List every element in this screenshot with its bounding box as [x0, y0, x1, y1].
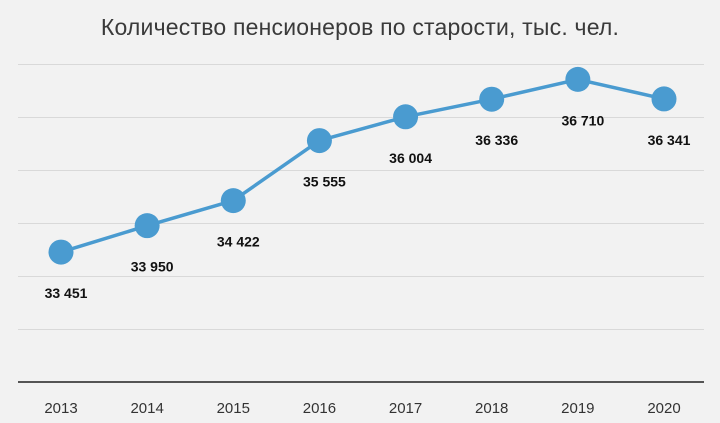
- data-label: 36 336: [475, 132, 518, 148]
- data-label: 33 451: [45, 285, 88, 301]
- data-label: 35 555: [303, 174, 346, 190]
- data-point: [651, 86, 677, 112]
- data-point: [134, 213, 160, 239]
- x-tick-label: 2016: [303, 400, 336, 417]
- data-label: 33 950: [131, 259, 174, 275]
- data-point: [220, 188, 246, 214]
- data-point: [306, 128, 332, 154]
- series-line: [60, 77, 665, 254]
- data-point: [479, 86, 505, 112]
- data-label: 36 004: [389, 150, 432, 166]
- x-tick-label: 2019: [561, 400, 594, 417]
- data-label: 36 341: [648, 132, 691, 148]
- x-tick-labels: 2013 2014 2015 2016 2017 2018 2019 2020: [44, 400, 680, 417]
- x-tick-label: 2013: [44, 400, 77, 417]
- data-label: 34 422: [217, 234, 260, 250]
- x-tick-label: 2015: [217, 400, 250, 417]
- data-labels: 33 451 33 950 34 422 35 555 36 004 36 336 36 7…: [45, 112, 691, 301]
- x-tick-label: 2018: [475, 400, 508, 417]
- chart-title: Количество пенсионеров по старости, тыс.…: [100, 14, 620, 40]
- x-tick-label: 2017: [389, 400, 422, 417]
- data-point: [565, 66, 591, 92]
- series-line-layer: [60, 77, 665, 254]
- data-label: 36 710: [561, 112, 604, 128]
- x-tick-label: 2020: [647, 400, 680, 417]
- data-points: [48, 66, 677, 265]
- data-point: [393, 104, 419, 130]
- data-point: [48, 239, 74, 265]
- x-tick-label: 2014: [130, 400, 163, 417]
- grid-layer: [18, 64, 704, 330]
